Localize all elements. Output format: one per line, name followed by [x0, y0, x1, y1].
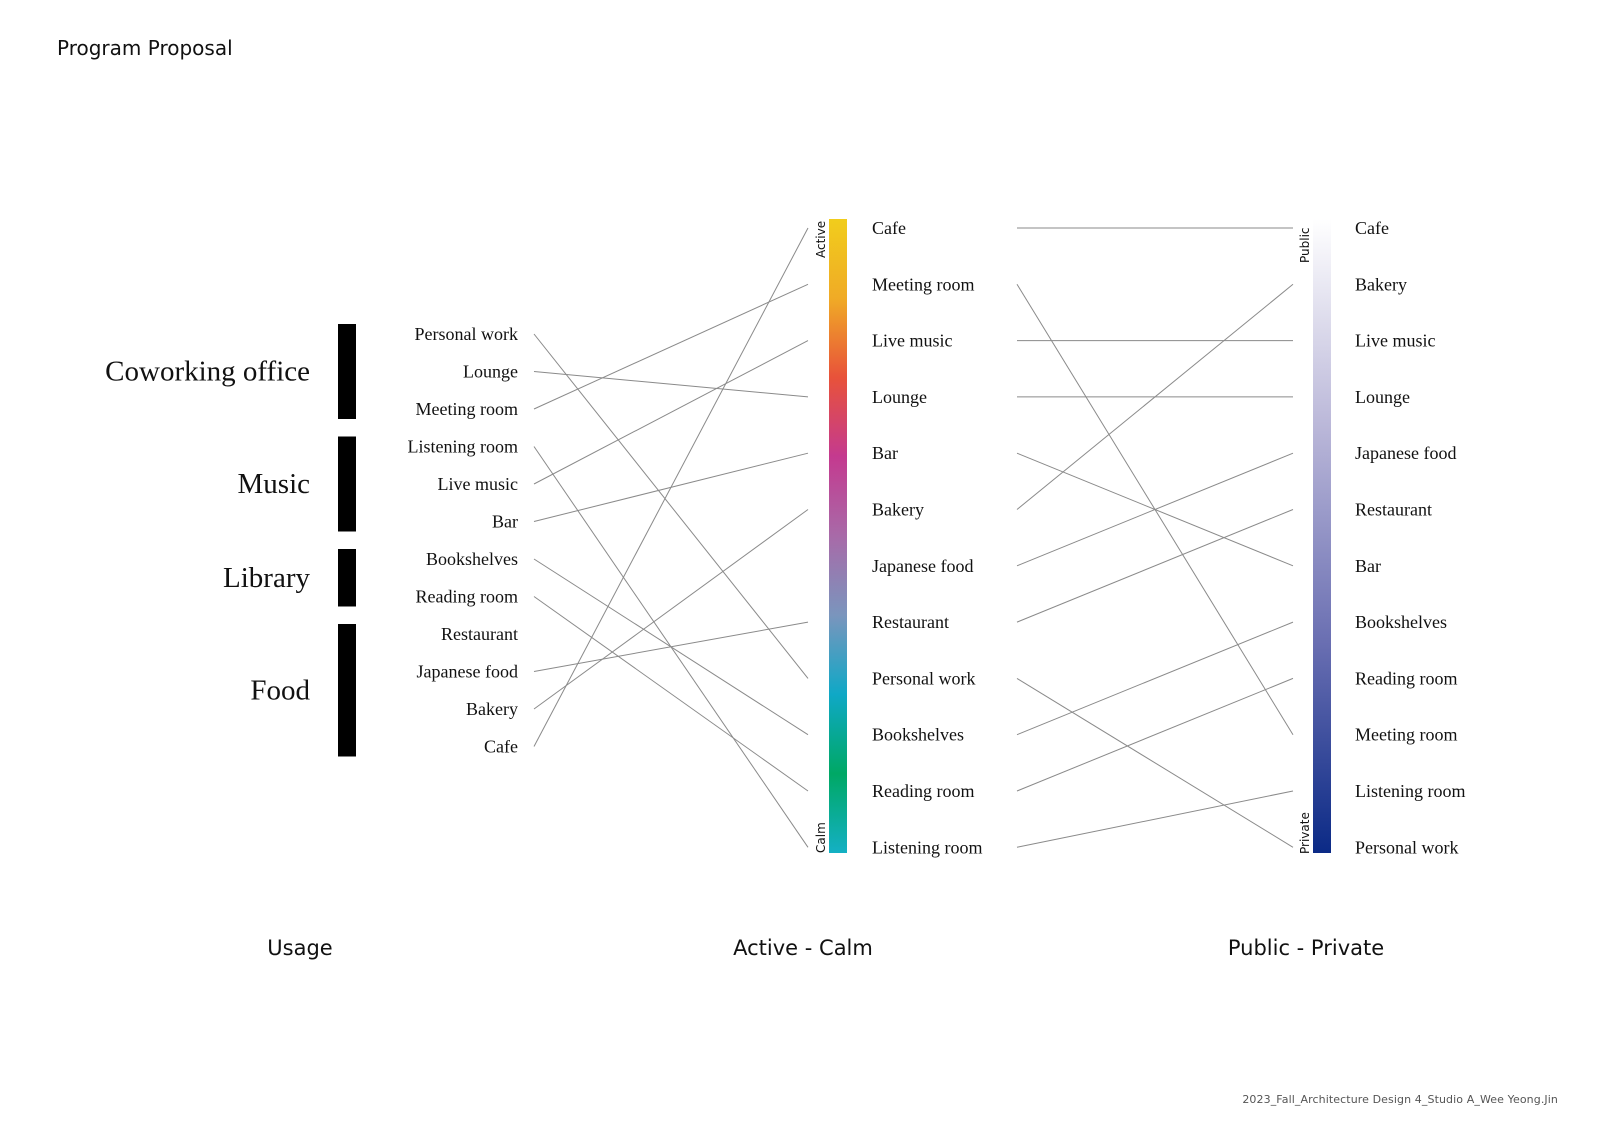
active-item-listening-room: Listening room: [872, 837, 983, 857]
group-bar-coworking-office: [338, 324, 356, 419]
footer-credit: 2023_Fall_Architecture Design 4_Studio A…: [1242, 1093, 1558, 1106]
link-usage-lounge-to-active-lounge: [533, 371, 809, 398]
public-item-live-music: Live music: [1355, 331, 1435, 351]
group-label-food: Food: [250, 674, 310, 706]
active-item-restaurant: Restaurant: [872, 612, 949, 632]
active-label: Active: [814, 221, 828, 258]
active-item-japanese-food: Japanese food: [872, 556, 973, 576]
active-item-lounge: Lounge: [872, 387, 927, 407]
public-item-japanese-food: Japanese food: [1355, 443, 1456, 463]
usage-column: Personal work Lounge Meeting room Listening…: [105, 324, 518, 757]
usage-item-bar: Bar: [492, 512, 518, 532]
link-active-reading-room-to-public-reading-room: [1016, 677, 1294, 792]
public-item-lounge: Lounge: [1355, 387, 1410, 407]
active-item-bookshelves: Bookshelves: [872, 725, 964, 745]
active-item-personal-work: Personal work: [872, 668, 975, 688]
group-label-music: Music: [238, 468, 311, 500]
usage-item-live-music: Live music: [438, 474, 518, 494]
link-active-restaurant-to-public-restaurant: [1016, 509, 1294, 623]
public-item-cafe: Cafe: [1355, 218, 1389, 238]
page-title: Program Proposal: [57, 36, 233, 60]
usage-item-lounge: Lounge: [463, 362, 518, 382]
usage-item-meeting-room: Meeting room: [416, 399, 518, 419]
usage-item-reading-room: Reading room: [416, 587, 518, 607]
group-bar-music: [338, 436, 356, 532]
public-item-bookshelves: Bookshelves: [1355, 612, 1447, 632]
link-usage-bakery-to-active-bakery: [533, 509, 809, 710]
group-label-coworking-office: Coworking office: [105, 356, 310, 388]
public-item-restaurant: Restaurant: [1355, 500, 1432, 520]
public-item-bar: Bar: [1355, 556, 1381, 576]
group-label-library: Library: [223, 562, 310, 594]
usage-item-japanese-food: Japanese food: [417, 662, 518, 682]
link-usage-reading-room-to-active-reading-room: [533, 596, 809, 792]
public-private-column: Public Private Cafe Bakery Live music Lounge J…: [1298, 218, 1466, 857]
caption-active-calm: Active - Calm: [733, 936, 873, 960]
link-active-bakery-to-public-bakery: [1016, 283, 1294, 510]
link-active-listening-room-to-public-listening-room: [1016, 790, 1294, 848]
group-bar-food: [338, 624, 356, 757]
active-calm-column: Active Calm Cafe Meeting room Live music Loun…: [814, 218, 983, 857]
link-usage-cafe-to-active-cafe: [533, 227, 809, 747]
link-usage-japanese-food-to-active-restaurant: [533, 621, 809, 672]
active-item-bar: Bar: [872, 443, 898, 463]
public-label: Public: [1298, 227, 1312, 263]
public-private-gradient-bar: [1313, 219, 1331, 853]
connection-lines: [533, 227, 1294, 848]
caption-public-private: Public - Private: [1227, 936, 1385, 960]
usage-item-listening-room: Listening room: [408, 437, 519, 457]
active-item-live-music: Live music: [872, 331, 952, 351]
link-usage-live-music-to-active-live-music: [533, 340, 809, 485]
public-item-reading-room: Reading room: [1355, 668, 1457, 688]
link-usage-meeting-room-to-active-meeting-room: [533, 283, 809, 410]
active-item-cafe: Cafe: [872, 218, 906, 238]
usage-item-restaurant: Restaurant: [441, 624, 518, 644]
active-item-bakery: Bakery: [872, 500, 924, 520]
public-item-listening-room: Listening room: [1355, 781, 1466, 801]
active-item-reading-room: Reading room: [872, 781, 974, 801]
usage-item-bookshelves: Bookshelves: [426, 549, 518, 569]
active-item-meeting-room: Meeting room: [872, 274, 974, 294]
link-usage-personal-work-to-active-personal-work: [533, 333, 809, 679]
active-calm-gradient-bar: [829, 219, 847, 853]
public-item-meeting-room: Meeting room: [1355, 725, 1457, 745]
usage-item-bakery: Bakery: [466, 699, 518, 719]
usage-item-personal-work: Personal work: [415, 324, 518, 344]
link-active-japanese-food-to-public-japanese-food: [1016, 452, 1294, 567]
link-active-bookshelves-to-public-bookshelves: [1016, 621, 1294, 736]
link-active-personal-work-to-public-personal-work: [1016, 677, 1294, 848]
public-item-personal-work: Personal work: [1355, 837, 1458, 857]
private-label: Private: [1298, 812, 1312, 854]
usage-item-cafe: Cafe: [484, 737, 518, 757]
caption-usage: Usage: [267, 936, 333, 960]
group-bar-library: [338, 549, 356, 607]
calm-label: Calm: [814, 822, 828, 853]
public-item-bakery: Bakery: [1355, 274, 1407, 294]
